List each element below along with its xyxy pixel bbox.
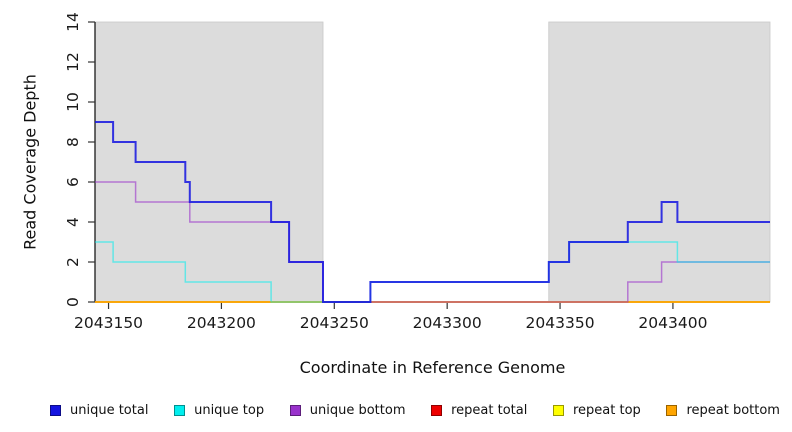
x-axis-title: Coordinate in Reference Genome — [299, 358, 566, 377]
repeat-total-swatch-icon — [431, 404, 443, 416]
x-tick-label: 2043250 — [300, 314, 369, 332]
y-tick-label: 0 — [64, 297, 82, 307]
y-tick-label: 14 — [64, 12, 82, 32]
unique-bottom-swatch-icon — [289, 404, 301, 416]
shaded-region — [94, 21, 324, 303]
legend: unique total unique top unique bottom re… — [0, 398, 792, 422]
legend-item-repeat-bottom: repeat bottom — [666, 403, 780, 418]
legend-label: repeat bottom — [686, 402, 780, 418]
legend-label: unique total — [70, 402, 149, 418]
y-tick-label: 2 — [64, 257, 82, 267]
series-line-unique-total — [95, 121, 770, 303]
y-tick-label: 10 — [64, 92, 82, 112]
x-tick-label: 2043300 — [413, 314, 482, 332]
y-tick-label: 8 — [64, 137, 82, 147]
unique-top-swatch-icon — [174, 404, 186, 416]
x-tick-label: 2043150 — [74, 314, 143, 332]
legend-item-unique-total: unique total — [50, 403, 148, 418]
legend-item-unique-top: unique top — [174, 403, 264, 418]
y-tick-label: 4 — [64, 217, 82, 227]
y-tick-label: 12 — [64, 52, 82, 72]
legend-label: unique top — [194, 402, 265, 418]
x-tick-label: 2043400 — [638, 314, 707, 332]
legend-item-repeat-top: repeat top — [553, 403, 641, 418]
unique-total-swatch-icon — [50, 404, 61, 416]
repeat-top-swatch-icon — [553, 404, 564, 416]
y-axis-title: Read Coverage Depth — [20, 74, 40, 250]
x-tick-label: 2043200 — [187, 314, 256, 332]
legend-label: repeat total — [451, 402, 528, 418]
legend-label: unique bottom — [309, 402, 406, 418]
legend-item-unique-bottom: unique bottom — [289, 402, 406, 418]
y-tick-label: 6 — [64, 177, 82, 187]
shaded-region — [548, 21, 771, 303]
legend-item-repeat-total: repeat total — [431, 403, 527, 418]
repeat-bottom-swatch-icon — [666, 404, 678, 416]
legend-label: repeat top — [573, 402, 641, 418]
x-tick-label: 2043350 — [526, 314, 595, 332]
